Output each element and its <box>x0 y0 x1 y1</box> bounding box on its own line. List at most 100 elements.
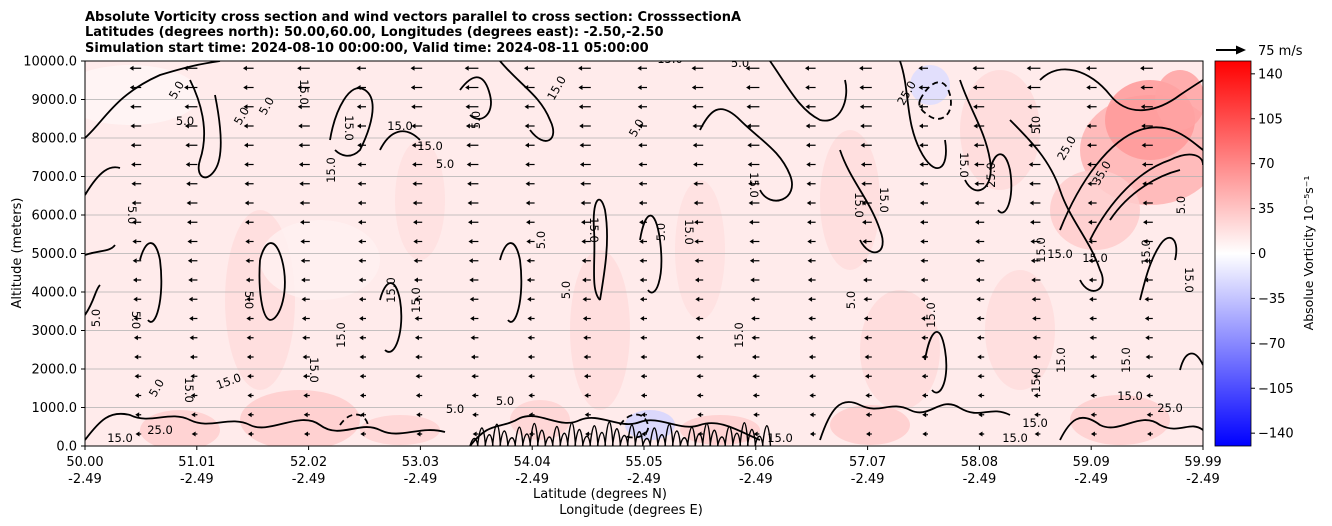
contour-line <box>839 149 884 254</box>
contour-label: 25.0 <box>984 162 998 188</box>
wind-vector <box>524 142 535 148</box>
wind-vector <box>1086 142 1097 148</box>
colorbar-tick-label: −105 <box>1258 382 1294 397</box>
wind-vector <box>527 335 535 341</box>
wind-vector <box>747 162 760 167</box>
wind-vector <box>416 412 423 418</box>
x-tick-label-lat: 55.05 <box>625 455 662 470</box>
wind-vector <box>80 393 85 398</box>
wind-vector <box>807 219 816 225</box>
colorbar-ticks: 140 105 70 35 0 −35 −70 −105 −140 <box>1251 67 1294 442</box>
wind-vector <box>806 181 816 187</box>
contour-label: 15.0 <box>384 277 398 303</box>
wind-vector <box>579 123 591 129</box>
colorbar-tick-label: 35 <box>1258 202 1275 217</box>
wind-vector <box>976 316 985 321</box>
colorbar-tick-label: 70 <box>1258 157 1275 172</box>
wind-vector <box>135 412 142 418</box>
wind-vector <box>410 85 423 90</box>
wind-vector <box>190 373 198 379</box>
wind-vector <box>582 316 591 321</box>
y-tick-label: 3000.0 <box>32 324 78 339</box>
wind-vector <box>860 123 872 129</box>
x-tick-label-lon: -2.49 <box>292 472 326 487</box>
x-tick-label-lat: 50.00 <box>66 455 103 470</box>
wind-vector <box>80 201 85 206</box>
contour-line <box>139 242 163 323</box>
x-tick-label-lat: 56.06 <box>737 455 774 470</box>
contour-label: 15.0 <box>852 192 866 218</box>
contour-label: 5.0 <box>731 56 749 70</box>
wind-vector <box>1027 85 1041 90</box>
wind-vector <box>301 316 310 321</box>
wind-vector <box>524 104 535 110</box>
contour-label: 15.0 <box>1182 267 1196 293</box>
contour-label: 5.0 <box>1029 116 1043 134</box>
wind-vector <box>1146 412 1153 418</box>
wind-vector <box>416 431 423 437</box>
wind-vector <box>1086 85 1097 90</box>
wind-vector <box>579 162 591 167</box>
wind-vector <box>1087 181 1097 187</box>
wind-vector <box>525 181 535 187</box>
contour-line-terrain <box>529 422 539 446</box>
wind-vector <box>922 431 928 437</box>
x-tick-label-lat: 58.08 <box>961 455 998 470</box>
wind-vector <box>356 65 366 71</box>
wind-vector <box>584 393 591 398</box>
contour-label: 15.0 <box>957 152 971 178</box>
field-patch <box>395 140 445 260</box>
wind-vector <box>412 162 423 167</box>
wind-vector <box>745 65 760 71</box>
wind-vector <box>415 373 423 379</box>
wind-vector <box>298 162 310 167</box>
y-tick-label: 10000.0 <box>23 55 77 70</box>
contour-line <box>379 130 421 151</box>
wind-vector <box>804 65 816 71</box>
contour-label: 5.0 <box>446 402 464 416</box>
wind-vector <box>808 296 816 302</box>
wind-vector <box>80 432 85 437</box>
contour-line-terrain <box>664 423 674 446</box>
wind-vector <box>360 412 366 418</box>
wind-vector <box>747 142 760 148</box>
wind-vector <box>806 200 816 206</box>
wind-vector <box>526 258 535 264</box>
y-tick-label: 9000.0 <box>32 93 78 108</box>
contour-line <box>1109 169 1181 221</box>
contour-label: 5.0 <box>1174 196 1188 214</box>
wind-vector <box>859 104 872 110</box>
wind-vector <box>245 258 254 264</box>
wind-vector <box>748 181 760 187</box>
wind-vector <box>411 142 423 148</box>
wind-vector <box>921 393 928 398</box>
wind-vector <box>581 258 591 264</box>
wind-vector <box>465 85 479 90</box>
wind-vector <box>1144 277 1153 283</box>
wind-vector <box>413 277 423 283</box>
y-tick-label: 0.0 <box>56 440 77 455</box>
wind-vector <box>188 277 198 283</box>
wind-vector <box>130 142 142 148</box>
wind-vector <box>751 354 760 360</box>
contour-line <box>639 214 663 294</box>
wind-vector <box>471 393 479 398</box>
wind-vector <box>80 412 85 417</box>
contour-label: 15.0 <box>657 52 683 66</box>
contour-line <box>329 87 374 157</box>
colorbar-tick-label: −140 <box>1258 427 1294 442</box>
wind-vector <box>242 65 254 71</box>
contour-line <box>819 401 1011 441</box>
contour-line-terrain <box>649 427 659 446</box>
wind-vector <box>752 393 760 398</box>
wind-vector <box>467 200 479 206</box>
x-tick-label-lat: 59.99 <box>1184 455 1221 470</box>
contour-label: 5.0 <box>176 114 194 128</box>
wind-vector <box>1026 65 1041 71</box>
wind-vector <box>693 162 704 167</box>
wind-vector <box>579 142 591 148</box>
wind-vector <box>299 200 310 206</box>
contour-label: 15.0 <box>324 157 338 183</box>
contour-label: 15.0 <box>682 219 696 245</box>
wind-vector <box>920 219 928 225</box>
